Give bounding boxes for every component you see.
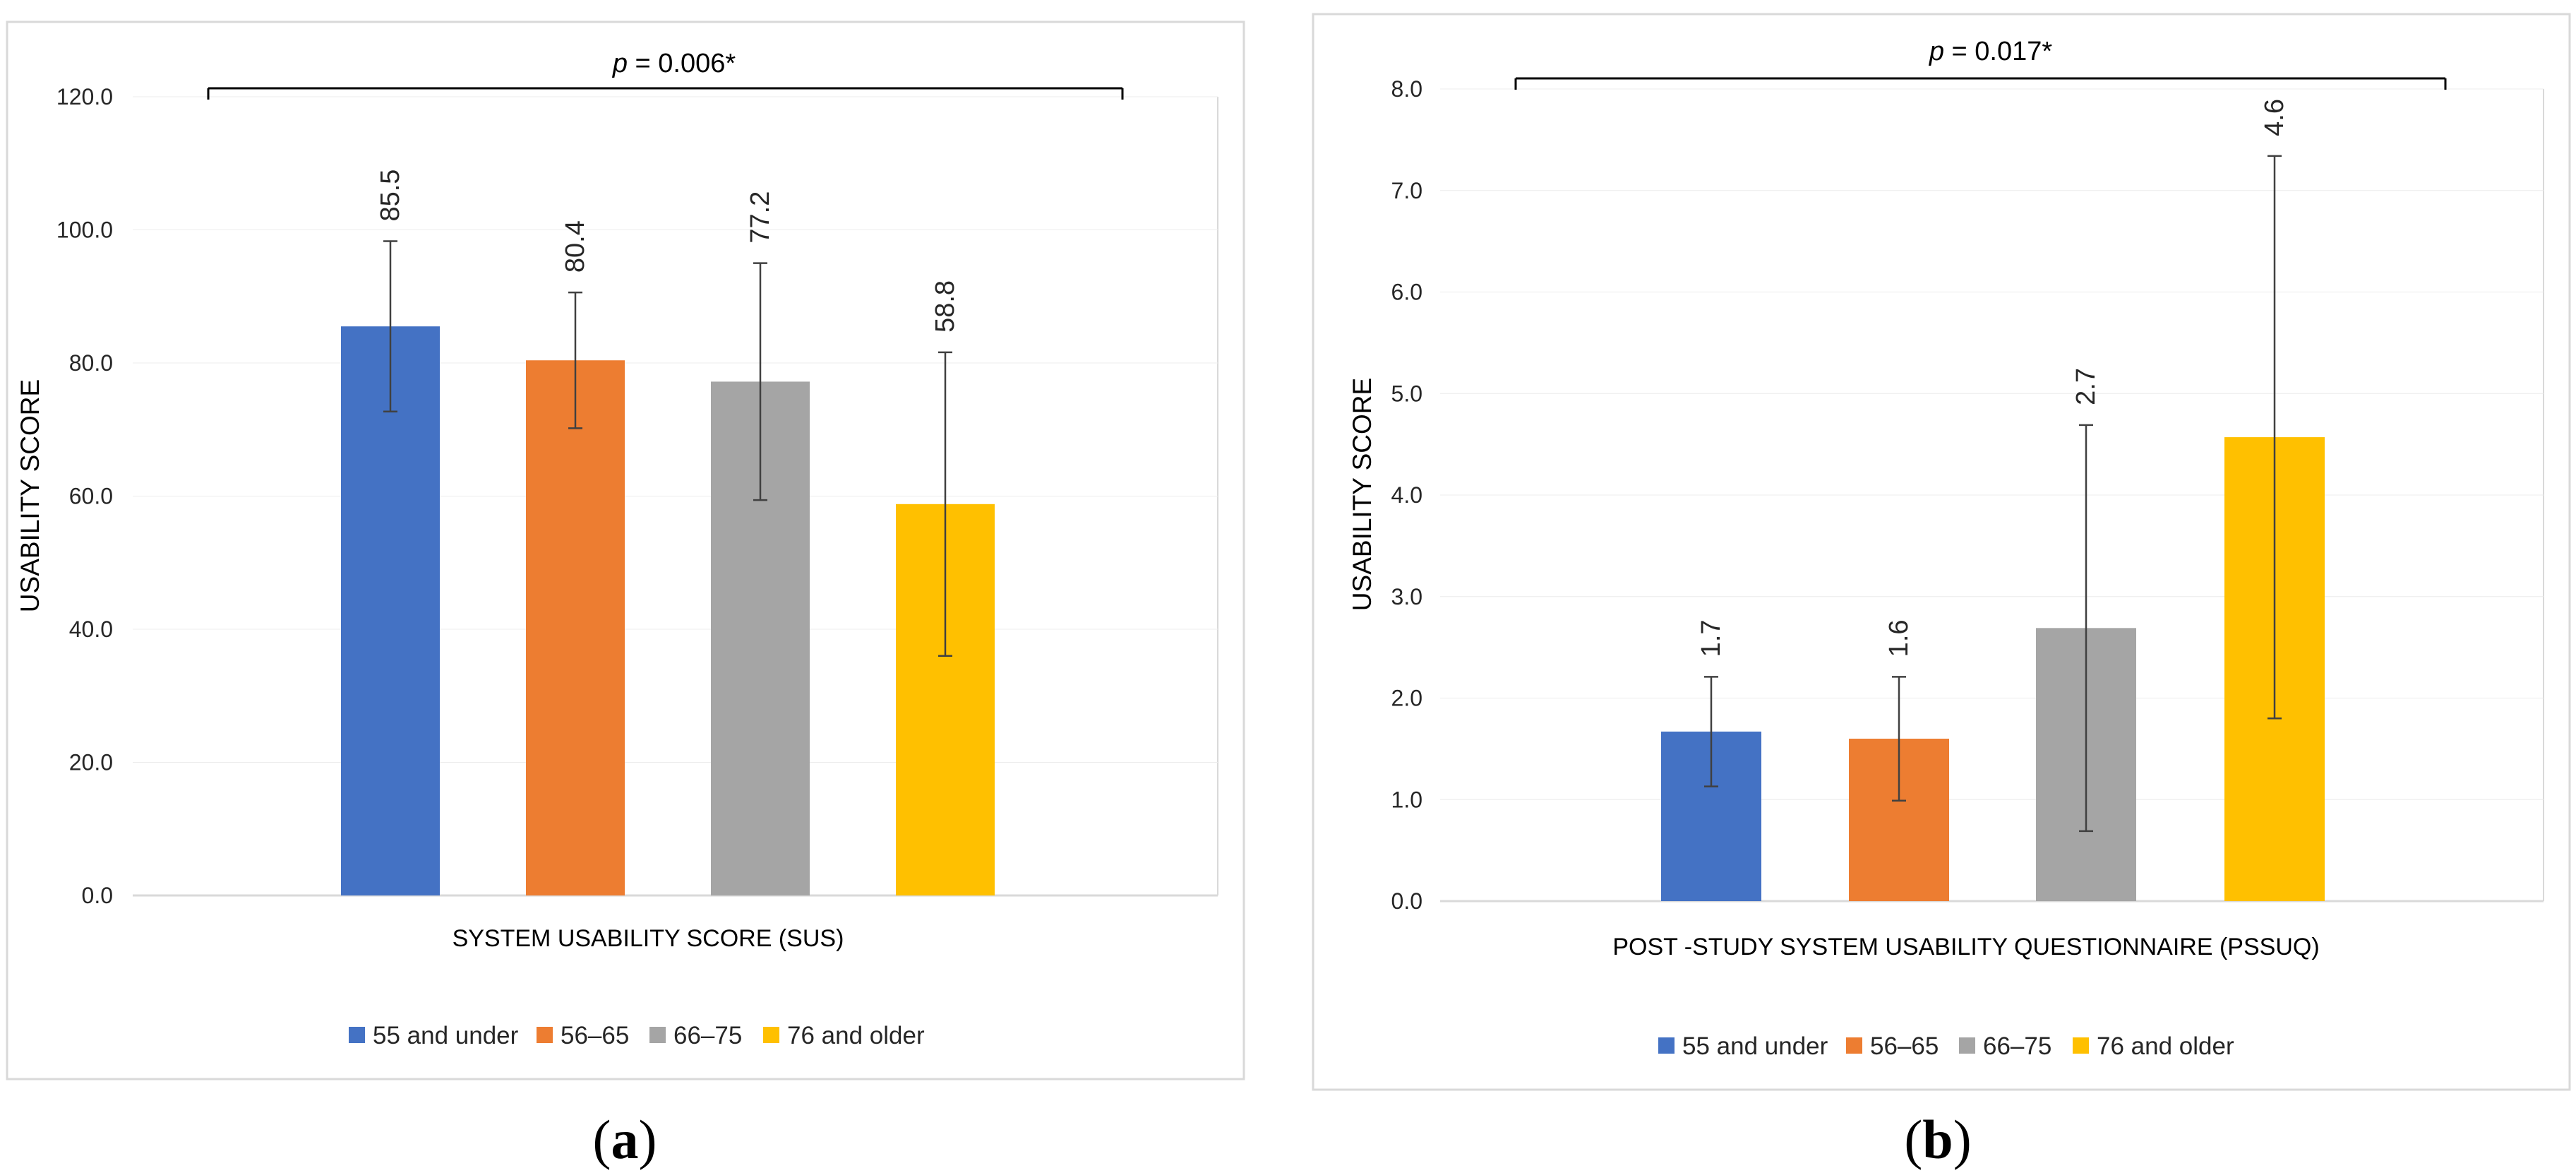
chart-panel-a: 0.0 20.0 40.0 60.0 80.0 100.0 120.0 USABILITY … <box>6 20 1245 1170</box>
chart-a-error-bar-66-75 <box>753 262 767 501</box>
chart-a-bar-56-65 <box>526 360 625 896</box>
chart-a-y-tick-label: 60.0 <box>69 484 113 509</box>
chart-a-y-tick-label: 0.0 <box>82 883 113 908</box>
chart-b-y-tick-label: 0.0 <box>1391 888 1422 914</box>
legend-b-swatch-76-older <box>2073 1037 2089 1054</box>
chart-a-y-tick-label: 40.0 <box>69 617 113 642</box>
chart-a-y-tick-label: 120.0 <box>56 84 113 109</box>
chart-a-error-bar-56-65 <box>568 291 582 429</box>
chart-a-p-value: p = 0.006* <box>612 49 736 78</box>
chart-b-y-tick-label: 8.0 <box>1391 76 1422 102</box>
chart-a-data-label-55-under: 85.5 <box>376 169 405 222</box>
legend-b-swatch-56-65 <box>1846 1037 1862 1054</box>
legend-b-label-76-older: 76 and older <box>2097 1032 2234 1060</box>
legend-a-label-76-older: 76 and older <box>787 1022 925 1049</box>
chart-a-data-label-56-65: 80.4 <box>561 220 590 273</box>
chart-a-bar-55-under <box>341 326 440 896</box>
panel-b-caption: (b) <box>1904 1109 1971 1170</box>
chart-b-y-tick-label: 2.0 <box>1391 686 1422 711</box>
legend-b-label-66-75: 66–75 <box>1983 1032 2051 1060</box>
legend-b-swatch-55-under <box>1658 1037 1675 1054</box>
chart-a-y-tick-label: 80.0 <box>69 350 113 376</box>
chart-b-data-label-66-75: 2.7 <box>2071 368 2101 405</box>
chart-b-error-bar-66-75 <box>2079 424 2093 833</box>
chart-b-error-bar-56-65 <box>1892 676 1906 802</box>
chart-b-data-label-55-under: 1.7 <box>1696 619 1726 657</box>
panel-a-caption: (a) <box>593 1109 657 1170</box>
chart-b-error-bar-55-under <box>1704 676 1718 787</box>
legend-a-swatch-66-75 <box>649 1027 666 1043</box>
legend-a-label-55-under: 55 and under <box>373 1022 519 1049</box>
chart-b-legend: 55 and under 56–65 66–75 76 and older <box>1658 1032 2234 1060</box>
legend-a-swatch-56-65 <box>537 1027 553 1043</box>
legend-a-label-66-75: 66–75 <box>673 1022 742 1049</box>
chart-b-y-tick-label: 4.0 <box>1391 482 1422 508</box>
chart-b-y-tick-label: 3.0 <box>1391 584 1422 609</box>
chart-a-border <box>6 20 1245 1080</box>
chart-b-border <box>1312 13 2571 1091</box>
chart-a-data-label-66-75: 77.2 <box>745 191 775 244</box>
chart-a-p-bracket <box>207 87 1124 100</box>
chart-a-category-label: SYSTEM USABILITY SCORE (SUS) <box>453 925 844 952</box>
chart-b-y-tick-label: 1.0 <box>1391 787 1422 812</box>
chart-a-y-tick-label: 20.0 <box>69 750 113 775</box>
chart-b-category-label: POST -STUDY SYSTEM USABILITY QUESTIONNAI… <box>1612 934 2319 960</box>
legend-a-swatch-76-older <box>763 1027 779 1043</box>
chart-a-legend: 55 and under 56–65 66–75 76 and older <box>349 1022 925 1049</box>
chart-b-y-tick-label: 6.0 <box>1391 280 1422 305</box>
legend-a-swatch-55-under <box>349 1027 365 1043</box>
legend-b-label-55-under: 55 and under <box>1682 1032 1828 1060</box>
chart-a-error-bar-55-under <box>383 240 397 413</box>
chart-a-y-tick-label: 100.0 <box>56 218 113 243</box>
chart-b-p-bracket <box>1514 77 2447 90</box>
legend-b-label-56-65: 56–65 <box>1870 1032 1939 1060</box>
legend-a-label-56-65: 56–65 <box>561 1022 629 1049</box>
chart-b-y-tick-label: 7.0 <box>1391 178 1422 203</box>
chart-a-y-axis-title: USABILITY SCORE <box>16 379 44 612</box>
chart-b-error-bar-76-older <box>2268 155 2282 720</box>
legend-b-swatch-66-75 <box>1959 1037 1975 1054</box>
chart-b-data-label-76-older: 4.6 <box>2260 99 2289 136</box>
chart-b-y-axis-title: USABILITY SCORE <box>1348 378 1377 611</box>
chart-a-error-bar-76-older <box>938 351 952 657</box>
chart-b-data-label-56-65: 1.6 <box>1884 619 1914 657</box>
chart-panel-b: 0.0 1.0 2.0 3.0 4.0 5.0 6.0 7.0 8.0 USABILITY SC… <box>1312 13 2571 1170</box>
chart-b-p-value: p = 0.017* <box>1929 37 2053 66</box>
chart-b-y-tick-label: 5.0 <box>1391 381 1422 406</box>
chart-a-data-label-76-older: 58.8 <box>930 280 960 333</box>
